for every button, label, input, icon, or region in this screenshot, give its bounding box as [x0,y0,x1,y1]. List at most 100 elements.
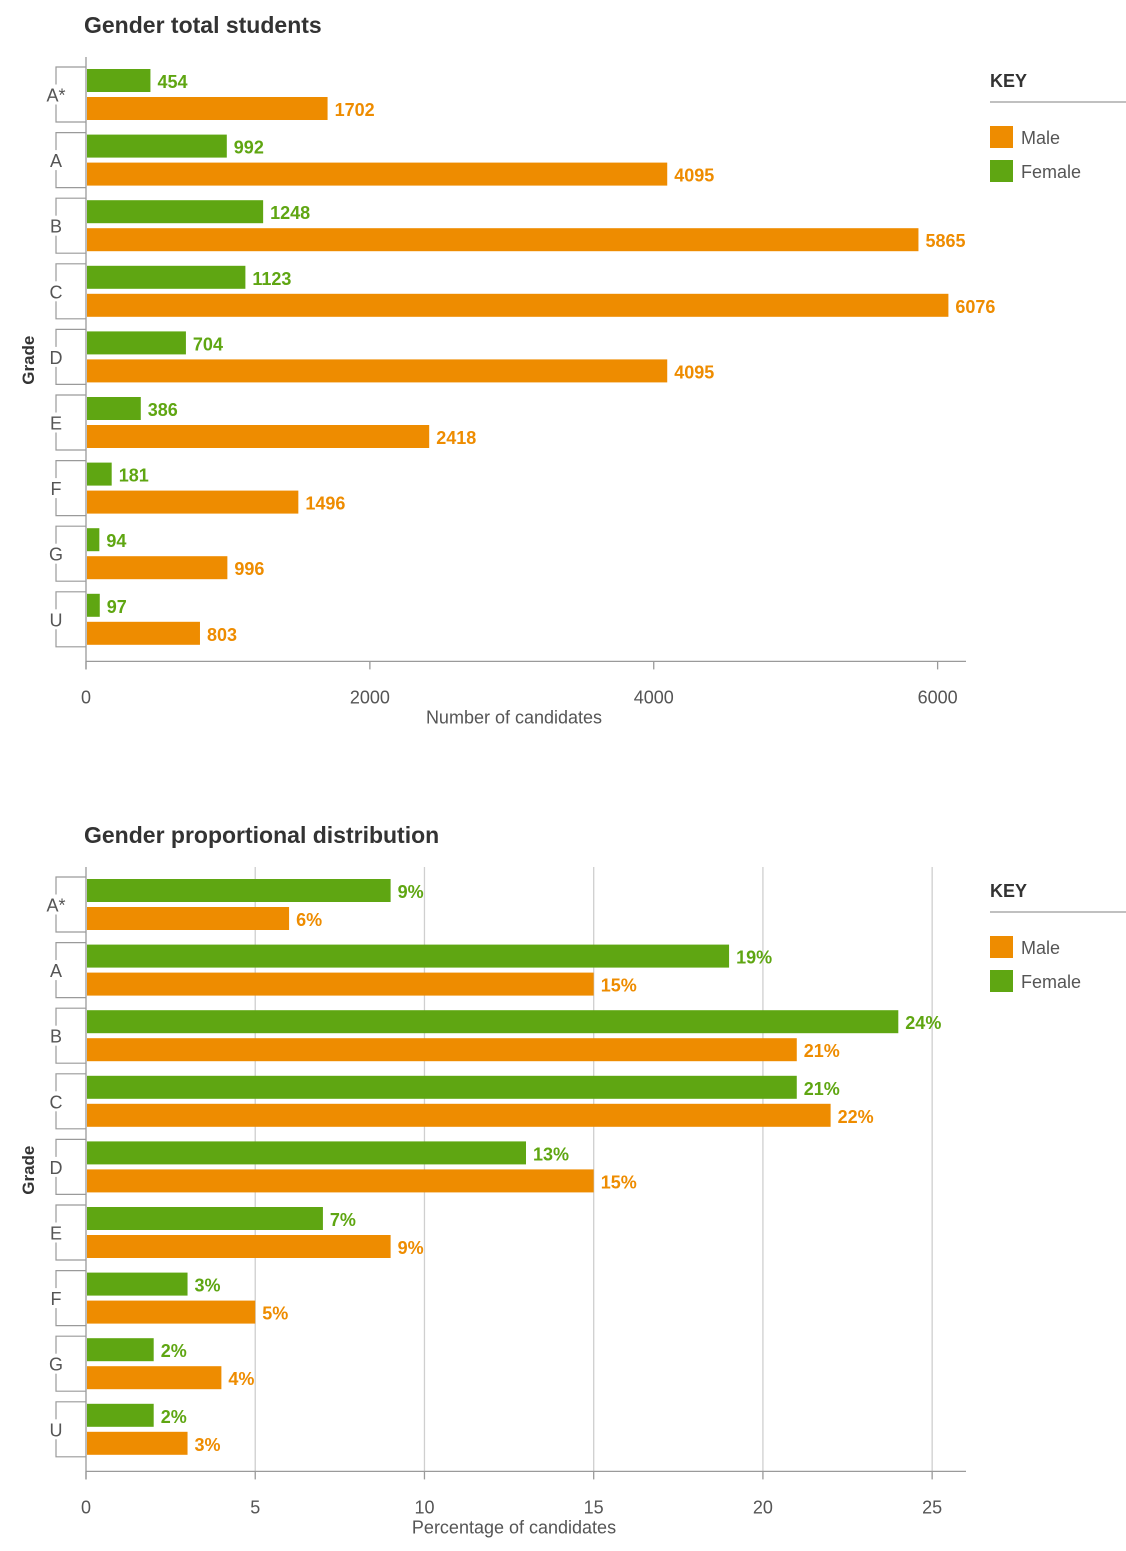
c0-bar-male [87,97,328,120]
c0-category-label-bg [46,478,66,499]
c1-legend-label-female: Female [1021,972,1081,992]
c0-legend-swatch-male [990,126,1013,148]
c1-data-label-male: 9% [398,1238,424,1258]
c0-bar-male [87,490,299,514]
c0-bar-male [87,228,919,252]
c0-x-tick-label: 2000 [350,687,390,707]
c0-data-label-male: 1496 [305,494,345,514]
c1-legend-title: KEY [990,881,1027,901]
c1-data-label-male: 15% [601,976,637,996]
c1-data-label-male: 6% [296,910,322,930]
c0-category-label: B [50,217,62,237]
c1-bar-female [87,1338,154,1362]
c0-bar-female [87,134,227,158]
c1-bar-female [87,1403,154,1427]
c0-x-tick-label: 0 [81,687,91,707]
c1-x-axis-label: Percentage of candidates [412,1517,616,1537]
c0-data-label-female: 1248 [270,203,310,223]
c1-chart-title: Gender proportional distribution [84,822,439,848]
c1-data-label-female: 2% [161,1407,187,1427]
c1-legend-label-male: Male [1021,938,1060,958]
c1-bar-male [87,1366,222,1390]
c1-bar-female [87,944,730,968]
c0-category-label: F [51,479,62,499]
c0-category-label-bg [46,281,66,302]
c1-bar-male [87,907,290,930]
c1-category-label-bg [46,1025,66,1046]
c1-bar-female [87,1075,797,1099]
c1-category-label: A* [46,896,65,916]
c0-data-label-female: 181 [119,466,149,486]
c0-data-label-female: 454 [157,72,187,92]
c1-data-label-female: 24% [905,1013,941,1033]
c1-category-label: U [50,1420,63,1440]
c0-category-label: A [50,151,62,171]
c1-x-tick-label: 5 [250,1497,260,1517]
c0-data-label-female: 1123 [252,269,291,289]
c0-category-label: G [49,545,63,565]
c0-chart-title: Gender total students [84,12,322,38]
c0-legend-label-male: Male [1021,128,1060,148]
c1-bar-female [87,879,391,902]
c1-x-tick-label: 15 [584,1497,604,1517]
c1-bar-male [87,1103,831,1127]
c1-data-label-male: 4% [228,1369,254,1389]
c0-legend-swatch-female [990,160,1013,182]
c1-data-label-female: 21% [804,1079,840,1099]
c1-category-label: F [51,1289,62,1309]
c0-category-label: A* [46,86,65,106]
c1-data-label-female: 9% [398,882,424,902]
c0-category-label: C [50,282,63,302]
c0-category-label-bg [46,543,66,564]
c0-data-label-female: 97 [107,597,127,617]
c1-category-label-bg [46,1353,66,1374]
c1-category-label-bg [46,1222,66,1243]
c1-category-label: G [49,1355,63,1375]
c1-category-label-bg [46,1156,66,1177]
c1-category-label: A [50,961,62,981]
c0-legend-label-female: Female [1021,162,1081,182]
c0-bar-male [87,621,200,645]
c0-legend-title: KEY [990,71,1027,91]
c0-category-label: U [50,610,63,630]
c1-bar-male [87,1169,594,1193]
c1-category-label-bg [46,1288,66,1309]
c0-data-label-male: 803 [207,625,237,645]
c0-bar-male [87,425,430,448]
c0-bar-female [87,593,100,617]
c0-category-label-bg [46,609,66,630]
c0-bar-male [87,556,228,580]
c1-data-label-female: 3% [195,1276,221,1296]
c1-category-label-bg [46,894,66,915]
chart-gender-total: Gender total students 0 2000 4000 6000 Number… [0,0,1126,760]
c0-bar-female [87,397,141,420]
c1-x-tick-label: 10 [414,1497,434,1517]
c1-category-label-bg [46,1419,66,1440]
c0-bar-male [87,359,668,383]
c0-data-label-female: 704 [193,334,223,354]
c0-x-tick-label: 4000 [634,687,674,707]
c1-data-label-male: 21% [804,1041,840,1061]
c0-bar-female [87,331,186,355]
c0-bar-male [87,293,949,317]
c0-bar-female [87,462,112,486]
c0-bar-female [87,69,151,92]
c0-category-label-bg [46,412,66,433]
c0-data-label-female: 94 [106,531,126,551]
c1-bar-female [87,1141,526,1165]
c1-data-label-male: 22% [838,1107,874,1127]
c0-bar-male [87,162,668,186]
chart-gender-proportional-svg: Gender proportional distribution 0 5 10 15 20… [19,822,1126,1537]
c1-data-label-female: 7% [330,1210,356,1230]
c1-category-label: C [50,1092,63,1112]
c0-category-label-bg [46,150,66,171]
c0-data-label-male: 4095 [674,362,714,382]
c0-bar-female [87,528,100,552]
c1-bar-female [87,1272,188,1296]
c1-legend-swatch-male [990,936,1013,958]
c1-legend-swatch-female [990,970,1013,992]
c1-data-label-female: 13% [533,1144,569,1164]
c1-category-label-bg [46,960,66,981]
c1-category-label: B [50,1027,62,1047]
c1-bar-male [87,1431,188,1455]
